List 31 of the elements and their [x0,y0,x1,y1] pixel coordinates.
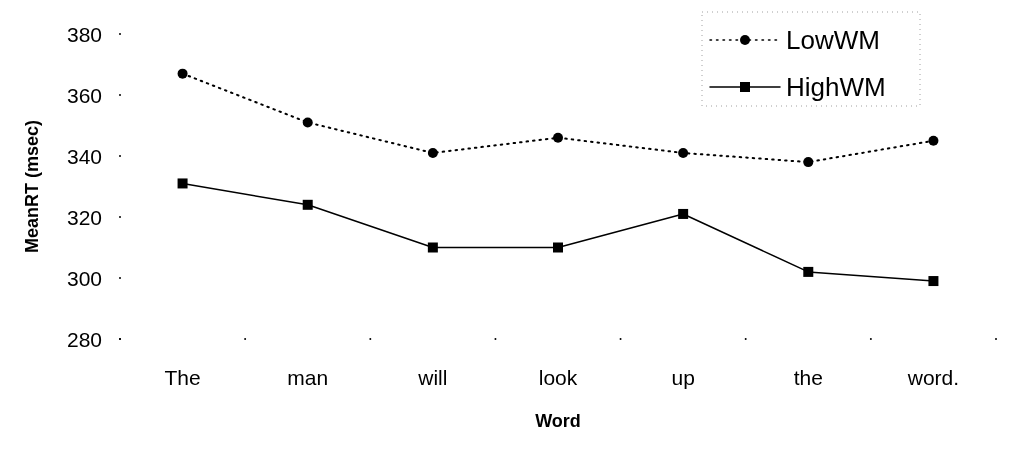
point [678,147,689,158]
y-tick-label: 280 [66,327,102,351]
y-axis-title: MeanRT (msec) [22,119,42,254]
x-tick-label: man [287,366,329,389]
y-tick-label: 300 [66,266,102,290]
point [302,199,313,210]
point [928,135,939,146]
x-tick-label: look [538,366,578,389]
point [427,242,438,253]
point [177,68,188,79]
point [553,242,563,253]
x-tick-label: word. [906,366,960,389]
y-tick-label: 380 [66,22,102,46]
x-tick-label: The [164,366,201,389]
y-tick-label: 340 [66,144,102,168]
point [177,178,188,189]
point [803,157,814,168]
legend-label: LowWM [786,25,880,55]
legend-label: HighWM [786,72,886,102]
point [553,132,563,143]
point [803,266,814,277]
point [678,208,689,219]
x-tick-label: the [793,366,823,389]
point [928,276,939,287]
point [302,117,313,128]
point [427,147,438,158]
y-tick-label: 320 [66,205,102,229]
x-axis-title: Word [535,411,581,431]
y-tick-label: 360 [66,83,102,107]
x-tick-label: will [417,366,448,389]
x-tick-label: up [671,366,695,389]
